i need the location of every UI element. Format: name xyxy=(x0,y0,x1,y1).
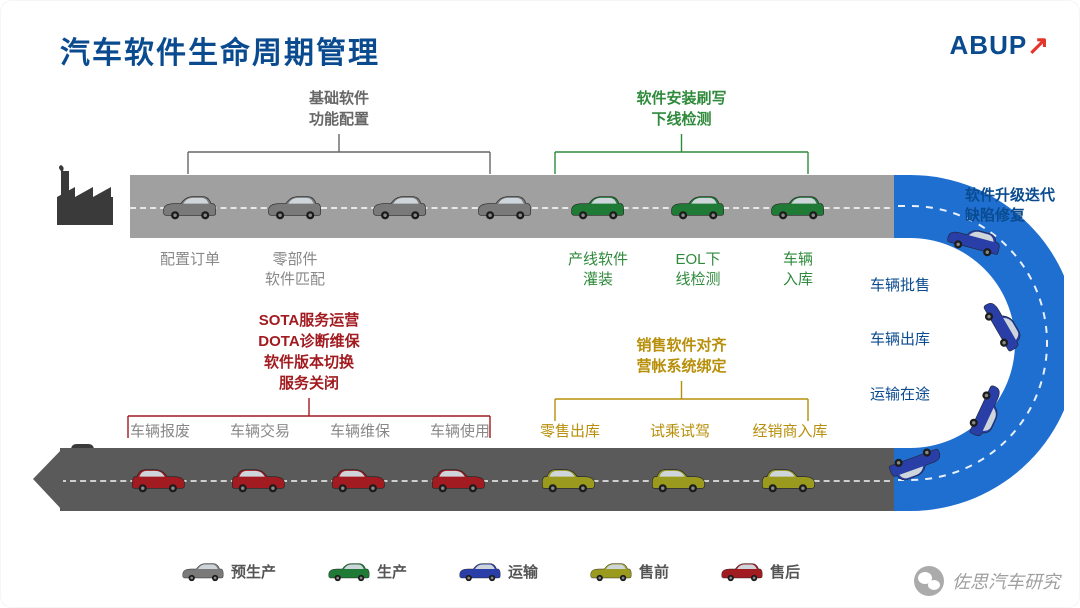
top-car xyxy=(668,192,726,220)
watermark: 佐思汽车研究 xyxy=(914,566,1060,596)
group-preprod-l2: 功能配置 xyxy=(309,111,369,128)
legend: 预生产 生产 运输 售前 售后 xyxy=(180,560,800,582)
legend-item: 预生产 xyxy=(180,560,276,582)
group-upgrade-l1: 软件升级迭代 xyxy=(965,187,1055,204)
group-aftersale-l3: 软件版本切换 xyxy=(264,354,354,371)
bot-stage-label: 试乘试驾 xyxy=(630,422,730,442)
legend-item: 售前 xyxy=(588,560,669,582)
bot-car xyxy=(540,465,598,493)
legend-label: 生产 xyxy=(377,561,407,582)
uturn-stage-label: 车辆批售 xyxy=(870,276,930,296)
bot-stage-label: 零售出库 xyxy=(520,422,620,442)
top-car xyxy=(370,192,428,220)
page-title: 汽车软件生命周期管理 xyxy=(60,28,380,72)
group-upgrade-l2: 缺陷修复 xyxy=(965,207,1025,224)
wechat-icon xyxy=(914,566,944,596)
group-aftersale-l4: 服务关闭 xyxy=(279,375,339,392)
group-upgrade: 软件升级迭代缺陷修复 xyxy=(965,186,1055,227)
top-stage-label: 车辆入库 xyxy=(748,250,848,291)
logo-text: ABUP xyxy=(950,30,1028,60)
bot-stage-label: 车辆报废 xyxy=(110,422,210,442)
bot-stage-label: 车辆使用 xyxy=(410,422,510,442)
top-stage-label: 产线软件灌装 xyxy=(548,250,648,291)
top-car xyxy=(265,192,323,220)
legend-car-icon xyxy=(588,560,633,582)
logo-accent: ↗ xyxy=(1027,30,1050,60)
bot-stage-label: 车辆交易 xyxy=(210,422,310,442)
top-car xyxy=(160,192,218,220)
legend-car-icon xyxy=(326,560,371,582)
bot-car xyxy=(430,465,488,493)
legend-car-icon xyxy=(457,560,502,582)
group-preprod-l1: 基础软件 xyxy=(309,90,369,107)
brand-logo: ABUP↗ xyxy=(950,30,1050,61)
top-car xyxy=(475,192,533,220)
uturn-stage-label: 运输在途 xyxy=(870,385,930,405)
bot-car xyxy=(230,465,288,493)
bot-stage-label: 经销商入库 xyxy=(740,422,840,442)
group-presale-l1: 销售软件对齐 xyxy=(636,337,726,354)
bot-car xyxy=(760,465,818,493)
group-aftersale: SOTA服务运营 DOTA诊断维保软件版本切换服务关闭 xyxy=(124,310,494,394)
group-prod: 软件安装刷写下线检测 xyxy=(551,88,812,130)
legend-label: 售前 xyxy=(639,561,669,582)
top-stage-label: 零部件软件匹配 xyxy=(245,250,345,291)
legend-car-icon xyxy=(180,560,225,582)
legend-label: 预生产 xyxy=(231,561,276,582)
legend-label: 售后 xyxy=(770,561,800,582)
group-aftersale-l2: DOTA诊断维保 xyxy=(258,333,359,350)
group-presale: 销售软件对齐营帐系统绑定 xyxy=(551,335,812,377)
group-preprod: 基础软件功能配置 xyxy=(184,88,494,130)
legend-item: 生产 xyxy=(326,560,407,582)
road-arrow-left xyxy=(33,448,63,511)
top-stage-label: EOL下线检测 xyxy=(648,250,748,291)
bot-stage-label: 车辆维保 xyxy=(310,422,410,442)
bot-car xyxy=(650,465,708,493)
group-prod-l1: 软件安装刷写 xyxy=(636,90,726,107)
legend-car-icon xyxy=(719,560,764,582)
top-car xyxy=(768,192,826,220)
bot-car xyxy=(330,465,388,493)
bot-car xyxy=(130,465,188,493)
watermark-text: 佐思汽车研究 xyxy=(952,568,1060,594)
group-prod-l2: 下线检测 xyxy=(651,111,711,128)
top-stage-label: 配置订单 xyxy=(140,250,240,270)
legend-label: 运输 xyxy=(508,561,538,582)
top-car xyxy=(568,192,626,220)
uturn-stage-label: 车辆出库 xyxy=(870,330,930,350)
legend-item: 售后 xyxy=(719,560,800,582)
group-presale-l2: 营帐系统绑定 xyxy=(636,358,726,375)
group-aftersale-l1: SOTA服务运营 xyxy=(259,312,360,329)
factory-icon xyxy=(55,165,115,232)
legend-item: 运输 xyxy=(457,560,538,582)
